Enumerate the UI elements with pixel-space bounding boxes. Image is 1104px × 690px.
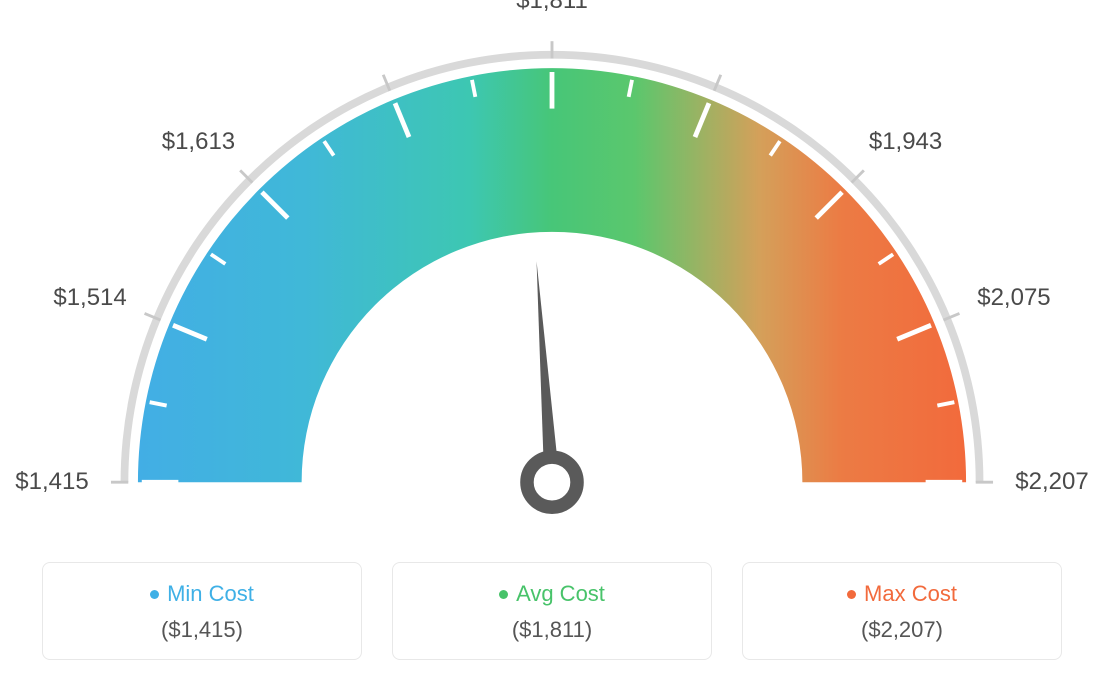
legend-title-min: Min Cost <box>53 581 351 607</box>
gauge-tick-label: $2,075 <box>977 284 1050 312</box>
chart-container: $1,415 $1,514 $1,613 $1,811 $1,943 $2,075 $2,2… <box>0 0 1104 690</box>
legend-title-text: Avg Cost <box>516 581 605 607</box>
legend-title-avg: Avg Cost <box>403 581 701 607</box>
legend-title-max: Max Cost <box>753 581 1051 607</box>
gauge-tick-label: $1,415 <box>15 468 88 496</box>
gauge-chart: $1,415$1,514$1,613$1,811$1,943$2,075$2,2… <box>52 20 1052 540</box>
legend-card-min: Min Cost ($1,415) <box>42 562 362 660</box>
gauge-tick-label: $1,811 <box>516 0 588 15</box>
gauge-needle-hub <box>527 457 577 507</box>
legend-value-max: ($2,207) <box>753 617 1051 643</box>
gauge-tick-label: $1,514 <box>53 284 126 312</box>
legend-row: Min Cost ($1,415) Avg Cost ($1,811) Max … <box>42 562 1062 660</box>
legend-title-text: Max Cost <box>864 581 957 607</box>
gauge-tick-label: $1,613 <box>162 128 235 156</box>
legend-value-min: ($1,415) <box>53 617 351 643</box>
legend-card-avg: Avg Cost ($1,811) <box>392 562 712 660</box>
gauge-tick-label: $1,943 <box>869 128 942 156</box>
legend-card-max: Max Cost ($2,207) <box>742 562 1062 660</box>
dot-icon <box>847 590 856 599</box>
dot-icon <box>150 590 159 599</box>
legend-title-text: Min Cost <box>167 581 254 607</box>
gauge-svg <box>52 20 1052 540</box>
legend-value-avg: ($1,811) <box>403 617 701 643</box>
gauge-needle <box>537 261 560 482</box>
dot-icon <box>499 590 508 599</box>
gauge-tick-label: $2,207 <box>1015 468 1088 496</box>
